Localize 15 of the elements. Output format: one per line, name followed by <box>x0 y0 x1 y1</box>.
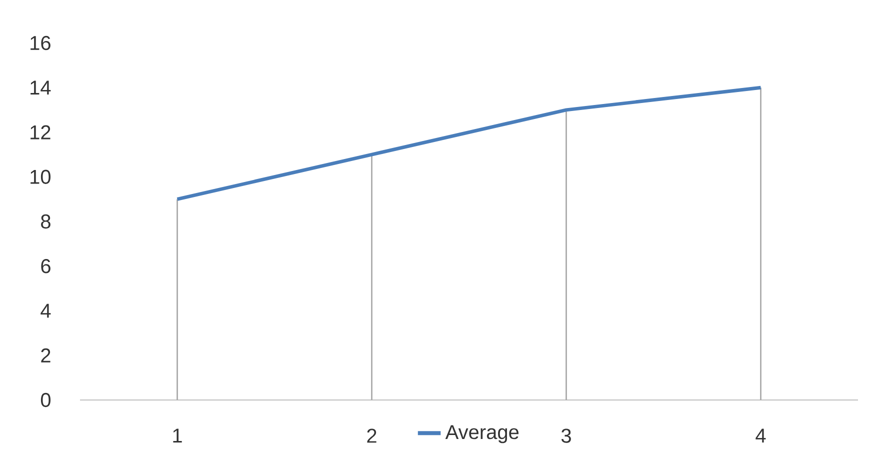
x-tick-label: 1 <box>173 428 182 442</box>
y-tick-label: 2 <box>41 348 50 362</box>
x-tick-label: 4 <box>756 428 766 442</box>
x-tick-label: 3 <box>561 428 571 443</box>
y-tick-label: 12 <box>30 125 50 140</box>
y-tick-label: 0 <box>40 392 51 408</box>
y-tick-label: 4 <box>40 304 51 318</box>
y-tick-label: 16 <box>30 36 50 50</box>
y-tick-label: 14 <box>30 80 51 95</box>
legend-label: Average <box>445 425 519 444</box>
y-tick-label: 6 <box>41 259 50 274</box>
line-series <box>176 86 762 201</box>
y-tick-label: 10 <box>30 170 50 184</box>
y-tick-label: 8 <box>41 214 50 229</box>
x-tick-label: 2 <box>367 428 376 443</box>
